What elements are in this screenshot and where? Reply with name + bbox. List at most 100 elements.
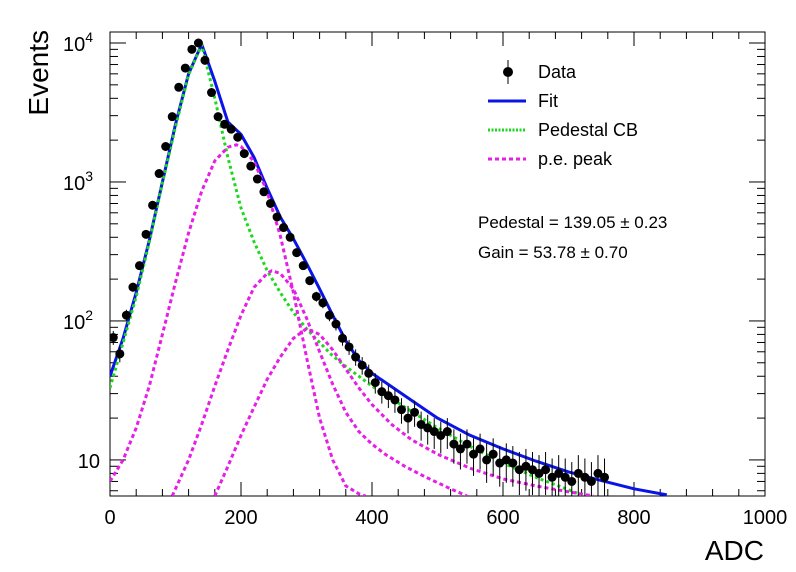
legend-label: Pedestal CB [538,120,638,140]
curve-pedestal-cb [110,43,583,496]
data-point [593,468,603,478]
x-axis-label: ADC [705,535,764,566]
data-point [338,333,348,343]
y-tick-label: 10 [78,451,100,473]
data-point [265,199,275,209]
data-point [272,212,282,222]
data-point [560,472,570,482]
data-point [600,472,610,482]
legend-label: p.e. peak [538,149,613,169]
data-point [573,468,583,478]
fit-curves [110,42,668,496]
data-point [193,38,203,48]
data-point [455,444,465,454]
data-point [364,368,374,378]
data-point [508,458,518,468]
data-point [357,360,367,370]
data-point [161,141,171,151]
y-axis-label: Events [23,30,54,116]
data-point [482,455,492,465]
data-point [167,112,177,122]
data-point [252,174,262,184]
x-tick-label: 600 [486,507,519,529]
data-point [351,352,361,362]
data-point [429,427,439,437]
data-point [134,261,144,271]
data-point [187,44,197,54]
data-point [324,310,334,320]
data-point [475,444,485,454]
curve-p-e-peak-3 [213,327,594,496]
data-point [226,124,236,134]
x-tick-label: 400 [355,507,388,529]
data-point [436,430,446,440]
legend-marker [503,67,513,77]
legend: Data Fit Pedestal CB p.e. peak [488,60,638,169]
axis-ticks: 0 200 400 600 800 1000 10 102 103 104 [63,29,787,529]
legend-label: Fit [538,91,558,111]
legend-label: Data [538,62,577,82]
data-point [390,395,400,405]
curve-p-e-peak-2 [170,269,468,496]
data-point [298,261,308,271]
data-point [547,472,557,482]
x-tick-label: 1000 [743,507,788,529]
data-point [383,391,393,401]
data-point [580,472,590,482]
data-point [403,413,413,423]
data-point [377,387,387,397]
data-point [527,465,537,475]
data-point [279,223,289,233]
data-point [449,439,459,449]
data-point [370,378,380,388]
annotation-gain: Gain = 53.78 ± 0.70 [478,243,628,262]
data-point [200,55,210,65]
plot-frame [109,31,766,497]
data-point [311,291,321,301]
data-point [213,112,223,122]
data-point [110,333,118,343]
data-point [180,63,190,73]
data-point [285,232,295,242]
data-point [331,319,341,329]
data-point [396,405,406,415]
data-point [174,82,184,92]
data-point [141,229,151,239]
data-point [292,248,302,258]
y-tick-label: 104 [63,29,93,56]
data-point [220,119,230,129]
data-point [462,439,472,449]
data-point [305,276,315,286]
data-point [586,476,596,486]
data-point [154,169,164,179]
data-point [554,468,564,478]
data-point [207,88,217,98]
data-point [148,200,158,210]
x-tick-label: 800 [617,507,650,529]
data-point [567,476,577,486]
data-point [239,149,249,159]
curve-fit [110,42,668,496]
y-tick-label: 103 [63,168,93,195]
data-point [233,132,243,142]
data-point [488,449,498,459]
data-point [128,282,138,292]
data-point [115,349,125,359]
data-point [121,310,131,320]
data-point [259,187,269,197]
data-point [318,298,328,308]
data-point [410,407,420,417]
data-point [246,161,256,171]
data-point [469,449,479,459]
data-point [423,423,433,433]
x-tick-label: 200 [224,507,257,529]
data-points [110,38,610,496]
data-point [344,342,354,352]
annotation-pedestal: Pedestal = 139.05 ± 0.23 [478,213,667,232]
data-point [534,468,544,478]
y-tick-label: 102 [63,307,93,334]
data-point [541,465,551,475]
x-tick-label: 0 [104,507,115,529]
data-point [442,427,452,437]
